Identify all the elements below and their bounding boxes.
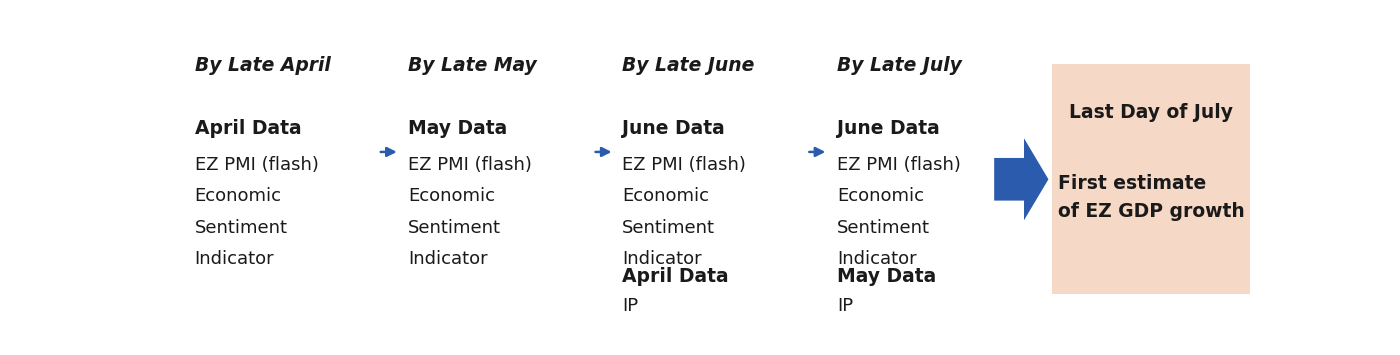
Text: IP: IP xyxy=(837,297,853,315)
Text: Indicator: Indicator xyxy=(622,250,701,268)
Text: June Data: June Data xyxy=(622,119,725,138)
FancyBboxPatch shape xyxy=(1051,65,1250,294)
Text: EZ PMI (flash): EZ PMI (flash) xyxy=(409,156,532,174)
Text: May Data: May Data xyxy=(837,267,937,286)
Text: IP: IP xyxy=(622,297,638,315)
Text: Sentiment: Sentiment xyxy=(622,219,715,237)
Text: Economic: Economic xyxy=(195,187,281,206)
Text: April Data: April Data xyxy=(195,119,301,138)
Text: April Data: April Data xyxy=(622,267,728,286)
Text: By Late April: By Late April xyxy=(195,56,330,75)
Text: Sentiment: Sentiment xyxy=(409,219,501,237)
Text: First estimate
of EZ GDP growth: First estimate of EZ GDP growth xyxy=(1057,174,1245,221)
Text: By Late May: By Late May xyxy=(409,56,538,75)
Text: EZ PMI (flash): EZ PMI (flash) xyxy=(837,156,960,174)
Text: EZ PMI (flash): EZ PMI (flash) xyxy=(195,156,318,174)
Text: Indicator: Indicator xyxy=(195,250,274,268)
Text: By Late July: By Late July xyxy=(837,56,962,75)
Text: June Data: June Data xyxy=(837,119,939,138)
Text: EZ PMI (flash): EZ PMI (flash) xyxy=(622,156,746,174)
Text: By Late June: By Late June xyxy=(622,56,755,75)
Text: Economic: Economic xyxy=(837,187,924,206)
Text: Last Day of July: Last Day of July xyxy=(1070,103,1233,122)
Text: Economic: Economic xyxy=(409,187,496,206)
Text: Indicator: Indicator xyxy=(409,250,487,268)
Polygon shape xyxy=(994,138,1049,220)
Text: Indicator: Indicator xyxy=(837,250,917,268)
Text: Economic: Economic xyxy=(622,187,708,206)
Text: May Data: May Data xyxy=(409,119,508,138)
Text: Sentiment: Sentiment xyxy=(837,219,930,237)
Text: Sentiment: Sentiment xyxy=(195,219,287,237)
